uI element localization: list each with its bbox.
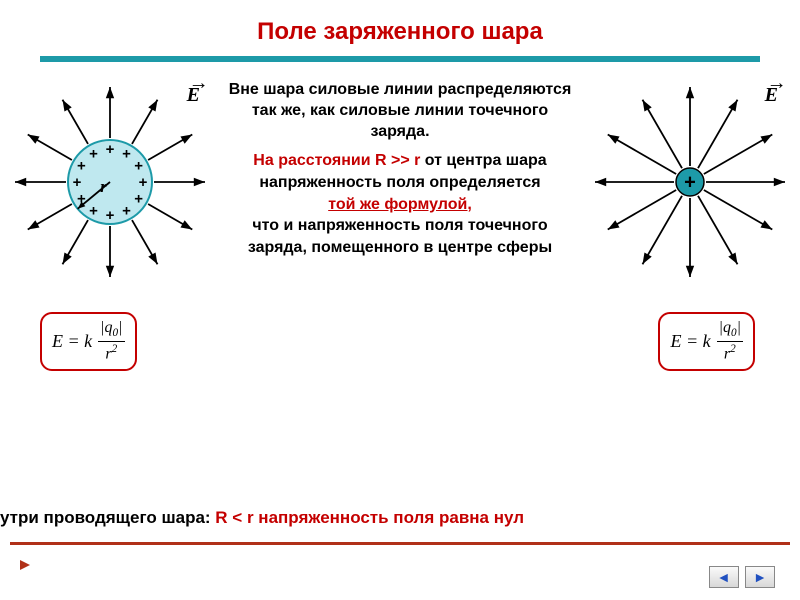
paragraph-distance: На расстоянии R >> r от центра шара напр… <box>225 150 575 258</box>
divider-bottom <box>10 542 790 545</box>
diagram-charged-sphere: ++++++++++++r → E <box>10 72 210 292</box>
svg-text:r: r <box>100 177 107 196</box>
center-text: Вне шара силовые линии распределяются та… <box>225 80 575 266</box>
svg-text:+: + <box>684 171 696 193</box>
svg-text:+: + <box>89 203 98 220</box>
nav-prev-button[interactable]: ◄ <box>709 566 739 588</box>
e-label-right: → E <box>765 84 778 107</box>
bottom-text: утри проводящего шара: R < r напряженнос… <box>0 508 800 528</box>
diagram-point-charge: + → E <box>590 72 790 292</box>
svg-text:+: + <box>139 174 148 191</box>
svg-text:+: + <box>134 190 143 207</box>
formula-left: E = k |q0| r2 <box>40 312 137 371</box>
nav-buttons: ◄ ► <box>707 566 775 588</box>
content-area: ++++++++++++r → E + → E Вне шара силовые… <box>0 62 800 492</box>
page-title: Поле заряженного шара <box>0 0 800 56</box>
svg-text:+: + <box>77 157 86 174</box>
svg-text:+: + <box>89 145 98 162</box>
svg-text:+: + <box>106 207 115 224</box>
nav-next-button[interactable]: ► <box>745 566 775 588</box>
svg-text:+: + <box>122 203 131 220</box>
svg-text:+: + <box>122 145 131 162</box>
svg-text:+: + <box>134 157 143 174</box>
paragraph-outside: Вне шара силовые линии распределяются та… <box>225 80 575 142</box>
svg-text:+: + <box>106 141 115 158</box>
formula-right: E = k |q0| r2 <box>658 312 755 371</box>
svg-text:+: + <box>73 174 82 191</box>
bullet-icon <box>18 558 32 572</box>
e-label-left: → E <box>187 84 200 107</box>
